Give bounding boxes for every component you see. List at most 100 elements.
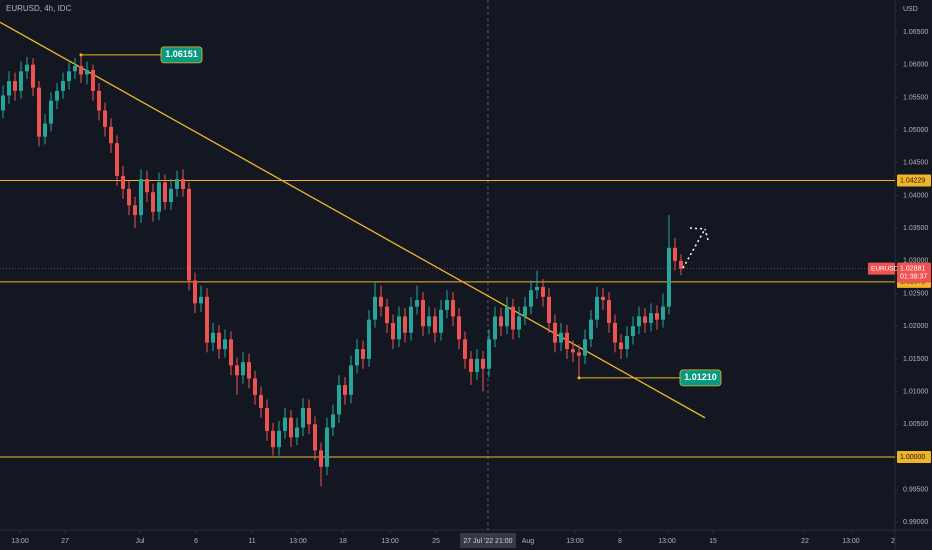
candle-body [72, 66, 77, 72]
y-tick-label: 1.05000 [903, 127, 928, 134]
candle-body [504, 306, 509, 327]
candle-body [228, 339, 233, 366]
candle-body [570, 349, 575, 353]
candle-body [90, 69, 95, 91]
candle-body [456, 316, 461, 340]
x-tick-label: 13:00 [289, 538, 307, 545]
candle-body [318, 450, 323, 467]
candle-body [114, 143, 119, 176]
x-tick-label: 25 [432, 538, 440, 545]
x-tick-label: 13:00 [381, 538, 399, 545]
candle-body [336, 385, 341, 415]
candle-body [282, 417, 287, 431]
candle-body [288, 417, 293, 438]
candle-body [630, 326, 635, 337]
y-tick-label: 1.03000 [903, 258, 928, 265]
y-tick-label: 1.02000 [903, 323, 928, 330]
candle-body [312, 424, 317, 451]
candle-body [462, 339, 467, 359]
x-tick-label: 8 [618, 538, 622, 545]
candle-body [84, 69, 89, 75]
candle-body [642, 316, 647, 323]
candle-body [546, 296, 551, 323]
y-tick-label: 1.01000 [903, 388, 928, 395]
x-tick-label: 27 [61, 538, 69, 545]
candle-body [0, 95, 5, 111]
candle-body [96, 90, 101, 111]
candle-body [294, 427, 299, 438]
chart-title: EURUSD, 4h, IDC [6, 4, 72, 13]
candle-body [162, 182, 167, 203]
price-label: 1.02881 [900, 265, 925, 272]
y-tick-label: 1.01500 [903, 356, 928, 363]
candle-body [678, 260, 683, 269]
candle-body [216, 332, 221, 350]
x-tick-label: 18 [339, 538, 347, 545]
candle-body [174, 179, 179, 189]
candle-body [186, 188, 191, 281]
countdown-label: 01:38:37 [900, 273, 927, 280]
candle-body [126, 188, 131, 206]
level-label: 1.04229 [900, 177, 925, 184]
candle-body [378, 296, 383, 307]
candle-body [324, 427, 329, 467]
candle-body [192, 280, 197, 304]
candle-body [432, 316, 437, 333]
candle-body [384, 306, 389, 323]
x-tick-label: 6 [194, 538, 198, 545]
candle-body [624, 336, 629, 350]
candle-body [426, 316, 431, 327]
level-label-bg [897, 174, 931, 187]
symbol-label: EURUSD [871, 265, 899, 272]
callout-dot [79, 53, 83, 57]
candle-body [582, 339, 587, 356]
candle-body [492, 316, 497, 340]
candle-body [102, 110, 107, 127]
x-tick-label: Jul [136, 538, 145, 545]
candle-body [636, 316, 641, 327]
y-tick-label: 0.99000 [903, 519, 928, 526]
candle-body [234, 365, 239, 376]
y-tick-label: 1.06500 [903, 29, 928, 36]
candle-body [120, 175, 125, 189]
candle-body [78, 66, 83, 75]
x-tick-label: 13:00 [566, 538, 584, 545]
candle-body [564, 332, 569, 350]
trend-line [0, 21, 706, 419]
candle-body [576, 352, 581, 356]
candle-body [396, 316, 401, 340]
y-tick-label: 1.02500 [903, 290, 928, 297]
candle-body [600, 296, 605, 301]
candle-body [168, 188, 173, 203]
candle-body [534, 286, 539, 291]
candle-body [444, 300, 449, 310]
candle-body [660, 306, 665, 320]
candle-body [618, 342, 623, 350]
candle-body [300, 407, 305, 428]
y-tick-label: 1.00500 [903, 421, 928, 428]
price-label-bg [897, 262, 931, 283]
x-tick-label: 2 [891, 538, 895, 545]
candle-body [594, 296, 599, 320]
candle-body [612, 322, 617, 343]
candle-body [354, 349, 359, 366]
candle-body [666, 247, 671, 307]
y-tick-label: 1.04500 [903, 160, 928, 167]
candle-body [222, 339, 227, 350]
callout-text: 1.06151 [165, 49, 198, 59]
candle-body [360, 349, 365, 359]
candle-body [654, 313, 659, 320]
x-tick-label: Aug [522, 538, 535, 545]
candle-body [156, 182, 161, 212]
candle-body [414, 300, 419, 307]
candle-body [252, 378, 257, 395]
y-tick-label: 1.05500 [903, 94, 928, 101]
candle-body [498, 316, 503, 327]
candle-body [144, 179, 149, 193]
candle-body [450, 300, 455, 317]
candle-body [528, 290, 533, 307]
callout-box [160, 46, 203, 64]
candle-body [210, 332, 215, 343]
candle-body [264, 407, 269, 431]
